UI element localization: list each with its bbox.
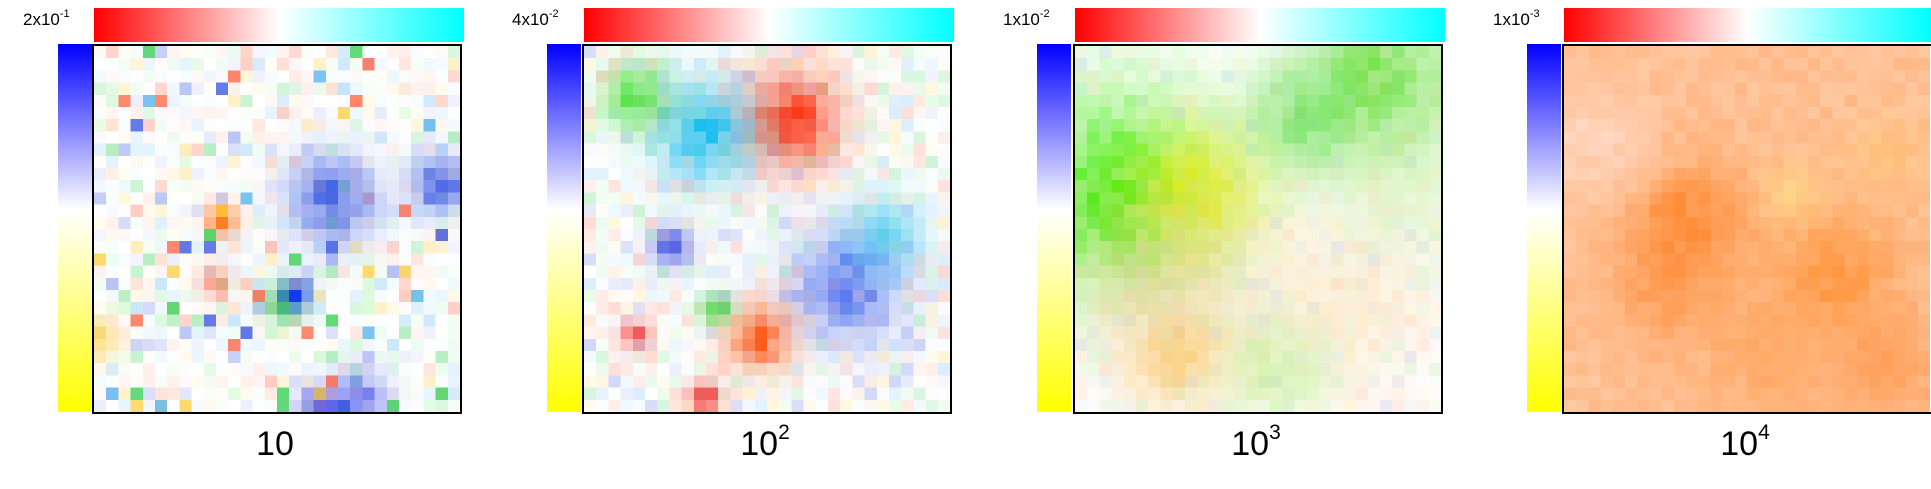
heatmap-plot xyxy=(1073,44,1443,414)
horizontal-colorbar xyxy=(1075,8,1445,42)
heatmap-cells xyxy=(584,46,950,412)
scale-max-label: 1x10-2 xyxy=(1003,8,1050,29)
vertical-colorbar xyxy=(1037,44,1071,412)
vertical-colorbar xyxy=(547,44,581,412)
heatmap-plot xyxy=(1562,44,1931,414)
vertical-colorbar xyxy=(1527,44,1561,412)
horizontal-colorbar xyxy=(94,8,464,42)
heatmap-cells xyxy=(1075,46,1441,412)
vertical-colorbar xyxy=(58,44,92,412)
horizontal-colorbar xyxy=(584,8,954,42)
heatmap-plot xyxy=(582,44,952,414)
heatmap-cells xyxy=(94,46,460,412)
scale-max-label: 2x10-1 xyxy=(23,8,70,29)
horizontal-colorbar xyxy=(1564,8,1931,42)
heatmap-caption: 102 xyxy=(740,421,790,463)
heatmap-caption: 10 xyxy=(256,425,294,463)
heatmap-plot xyxy=(92,44,462,414)
scale-max-label: 4x10-2 xyxy=(512,8,559,29)
heatmap-cells xyxy=(1564,46,1930,412)
heatmap-caption: 104 xyxy=(1720,421,1770,463)
heatmap-caption: 103 xyxy=(1231,421,1281,463)
scale-max-label: 1x10-3 xyxy=(1493,8,1540,29)
